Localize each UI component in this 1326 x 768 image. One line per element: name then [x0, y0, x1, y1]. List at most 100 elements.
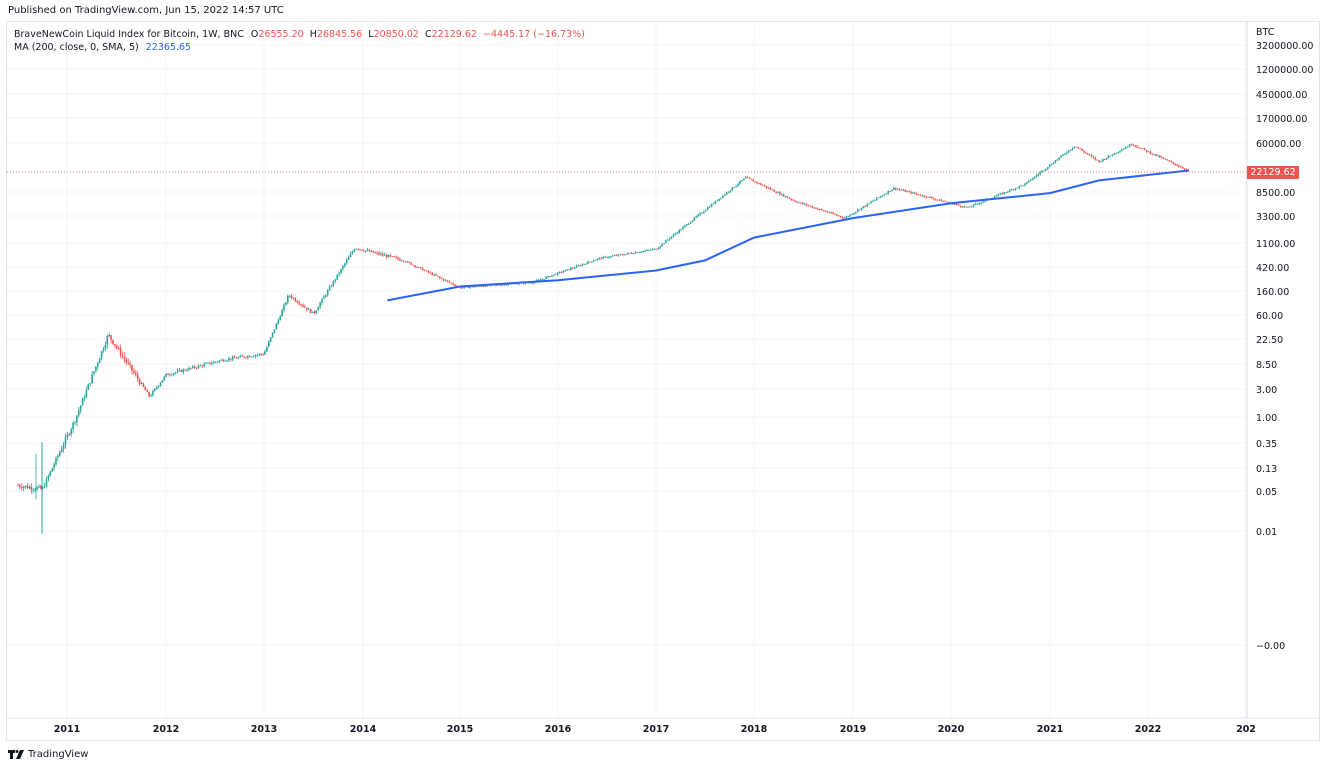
candle-body [222, 359, 224, 362]
candle-body [651, 249, 654, 251]
candle-body [1081, 149, 1083, 151]
candle-body [106, 336, 109, 345]
candle-body [838, 215, 840, 217]
candle-body [706, 207, 709, 210]
candle-body [946, 201, 948, 203]
candle-body [1132, 144, 1135, 146]
candle-body [249, 356, 251, 358]
candle-body [157, 385, 160, 388]
candle-body [629, 253, 631, 254]
candle-body [273, 329, 276, 333]
ma-legend-row[interactable]: MA (200, close, 0, SMA, 5) 22365.65 [14, 41, 585, 54]
symbol-legend-row[interactable]: BraveNewCoin Liquid Index for Bitcoin, 1… [14, 28, 585, 41]
candle-body [763, 185, 766, 187]
candle-body [661, 243, 663, 247]
candle-body [28, 486, 31, 489]
candle-body [391, 256, 394, 257]
candle-body [877, 197, 880, 199]
candle-body [420, 267, 422, 269]
candle-body [70, 429, 72, 435]
price-axis[interactable]: 3200000.00 1200000.00 450000.00 170000.00 60… [1256, 41, 1313, 652]
candle-body [830, 212, 832, 214]
candle-body [682, 226, 684, 230]
candle-body [123, 356, 126, 360]
candle-body [321, 298, 323, 304]
candle-body [934, 199, 937, 201]
price-tick-label: 60.00 [1256, 311, 1283, 322]
candle-body [85, 389, 88, 398]
candle-body [900, 189, 903, 191]
candle-body [912, 192, 914, 194]
candle-body [78, 410, 80, 416]
candle-body [1028, 180, 1030, 183]
candle-body [602, 256, 604, 259]
candle-body [254, 355, 257, 357]
candle-body [1050, 164, 1053, 165]
candle-body [332, 281, 335, 286]
candle-body [716, 200, 718, 202]
candle-body [1149, 151, 1152, 154]
candle-body [936, 199, 939, 201]
candle-body [1052, 163, 1055, 165]
candle-body [579, 265, 582, 267]
candle-body [1145, 149, 1148, 152]
candle-body [543, 278, 546, 280]
candle-body [667, 239, 669, 241]
published-info: Published on TradingView.com, Jun 15, 20… [8, 5, 284, 16]
candle-body [1018, 185, 1021, 188]
candle-body [55, 457, 57, 465]
candle-body [1100, 161, 1102, 163]
candle-body [1001, 193, 1003, 195]
tradingview-logo[interactable]: TradingView [8, 749, 88, 760]
candle-body [849, 214, 851, 217]
candle-body [243, 356, 245, 358]
price-tick-label: 8.50 [1256, 360, 1277, 371]
candle-body [769, 187, 772, 190]
candle-body [319, 303, 321, 308]
candle-body [104, 344, 107, 349]
candle-body [167, 373, 169, 376]
candle-body [353, 249, 356, 252]
candle-body [722, 195, 724, 198]
candle-body [984, 200, 986, 202]
candle-body [1117, 151, 1119, 153]
candle-body [729, 190, 732, 192]
open-value: 26555.20 [258, 29, 304, 40]
candle-body [714, 200, 717, 204]
candle-body [1126, 146, 1129, 148]
candle-body [408, 261, 411, 263]
candle-body [689, 222, 692, 224]
candle-body [1147, 151, 1150, 153]
candle-body [813, 207, 815, 209]
candle-body [691, 220, 694, 223]
candle-body [904, 189, 907, 192]
candle-body [773, 189, 775, 192]
candle-body [285, 302, 287, 305]
candle-body [368, 250, 371, 252]
candle-body [1054, 160, 1057, 164]
low-key: L [368, 29, 374, 40]
candle-body [862, 206, 865, 208]
candle-body [617, 254, 620, 256]
candle-body [154, 388, 156, 391]
time-tick-label: 2019 [840, 724, 866, 735]
candle-body [266, 346, 268, 352]
candle-body [235, 357, 238, 359]
candle-body [277, 319, 280, 324]
candle-body [839, 215, 842, 218]
candle-body [199, 365, 202, 367]
candle-body [771, 189, 774, 191]
chart-frame[interactable] [6, 21, 1320, 741]
candle-body [100, 351, 103, 359]
candle-body [1067, 150, 1070, 153]
time-axis[interactable]: 2011 2012 2013 2014 2015 2016 2017 2018 2019 2020… [54, 724, 1256, 735]
candle-body [180, 369, 183, 372]
candle-body [425, 270, 428, 272]
candle-body [1086, 153, 1089, 155]
candle-body [421, 267, 424, 271]
candle-body [701, 212, 703, 214]
candle-body [268, 341, 270, 347]
candle-body [1056, 159, 1059, 161]
candle-body [423, 270, 426, 272]
